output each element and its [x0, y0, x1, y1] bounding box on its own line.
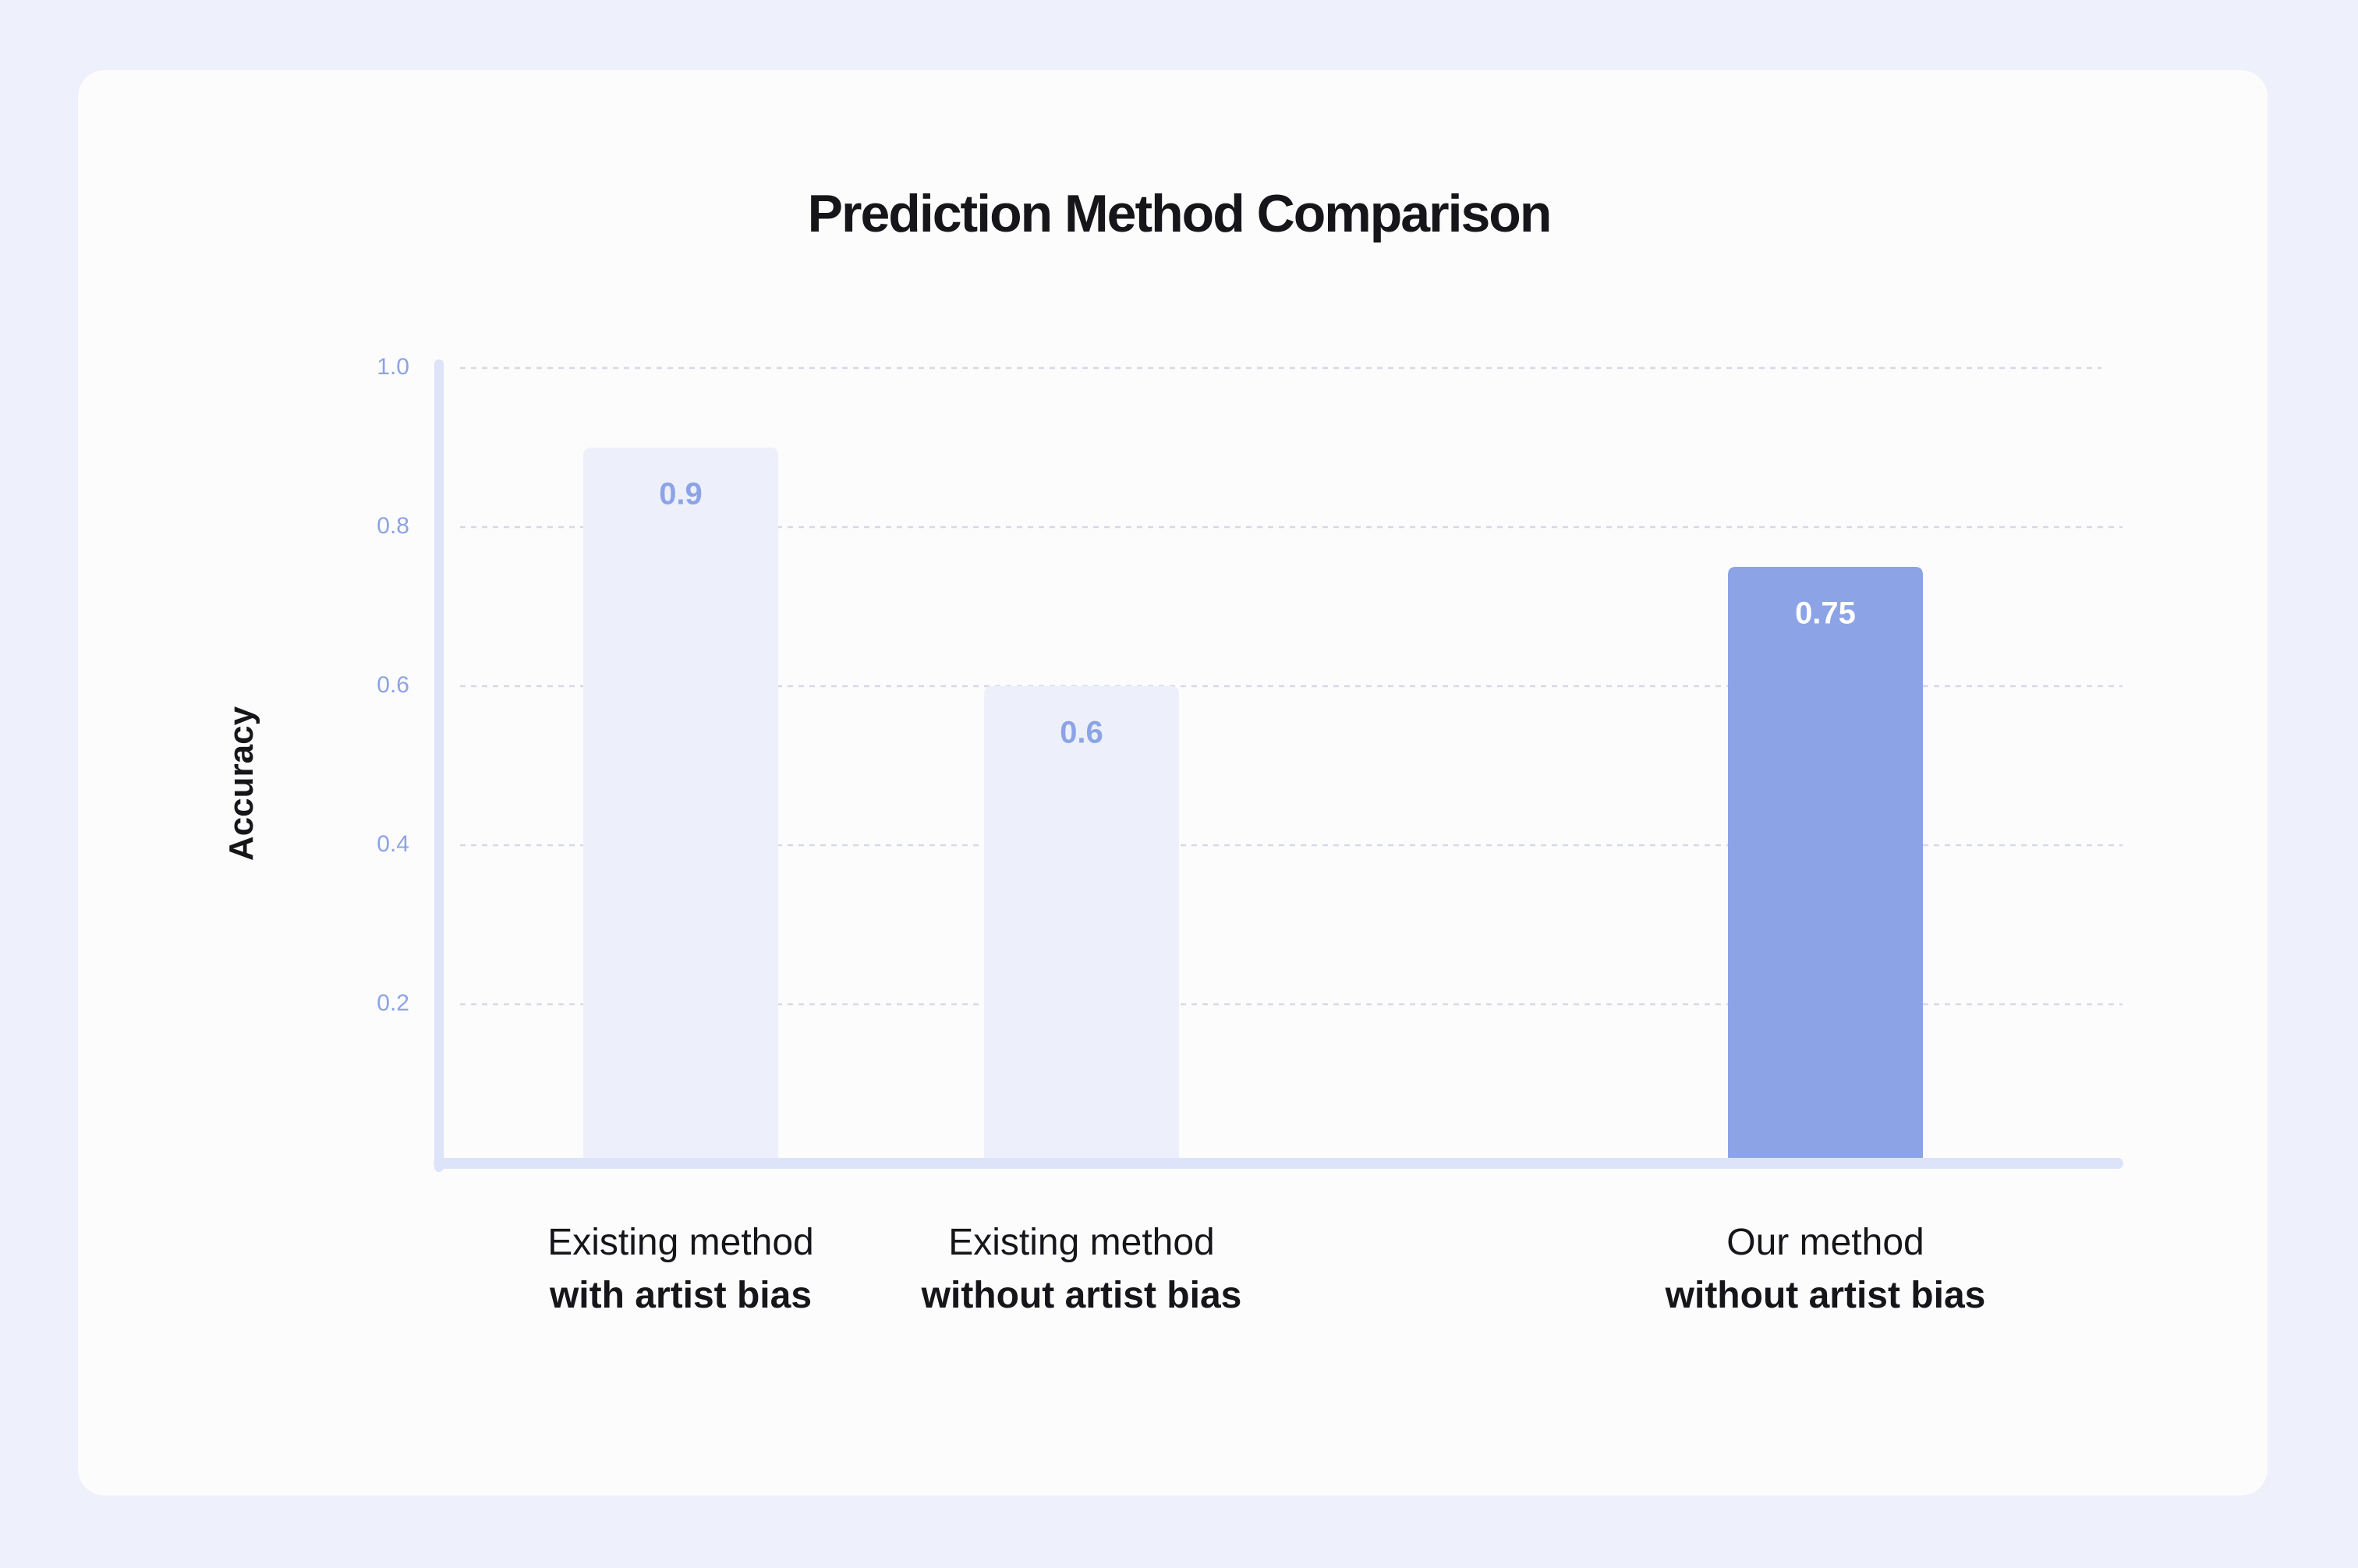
- category-label-line1: Existing method: [547, 1222, 814, 1263]
- bar-value-label: 0.9: [659, 477, 703, 511]
- y-tick-label: 0.8: [377, 513, 409, 539]
- y-tick-label: 0.6: [377, 672, 409, 698]
- bar: [984, 686, 1179, 1163]
- chart-title: Prediction Method Comparison: [807, 184, 1553, 243]
- category-label: Existing method without artist bias: [922, 1216, 1242, 1322]
- category-label-line2: without artist bias: [1665, 1275, 1986, 1316]
- category-label: Our method without artist bias: [1666, 1216, 1986, 1322]
- category-label-line2: without artist bias: [921, 1275, 1242, 1316]
- bar: [583, 448, 778, 1163]
- category-label-line1: Our method: [1726, 1222, 1924, 1263]
- category-label-line2: with artist bias: [549, 1275, 813, 1316]
- bar-value-label: 0.75: [1795, 596, 1856, 631]
- y-tick-label: 0.2: [377, 990, 409, 1016]
- bar-value-label: 0.6: [1060, 716, 1103, 750]
- category-label-line1: Existing method: [948, 1222, 1215, 1263]
- y-tick-label: 0.4: [377, 831, 409, 857]
- category-label: Existing method with artist bias: [547, 1216, 814, 1322]
- bar: [1728, 567, 1923, 1163]
- y-tick-label: 1.0: [377, 354, 409, 380]
